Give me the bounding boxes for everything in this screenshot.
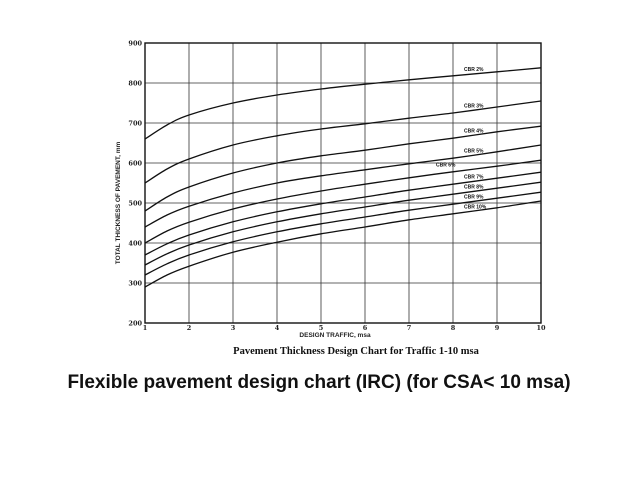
series-label: CBR 9%	[464, 195, 484, 201]
series-label: CBR 5%	[464, 149, 484, 155]
plot-frame	[144, 42, 542, 324]
chart-grid	[144, 42, 542, 324]
y-tick-label: 700	[128, 119, 142, 127]
y-tick-label: 600	[128, 159, 142, 167]
chart-caption: Pavement Thickness Design Chart for Traf…	[233, 346, 479, 357]
series-line	[144, 171, 542, 256]
series-line	[144, 144, 542, 228]
series-label: CBR 2%	[464, 67, 484, 73]
x-tick-label: 6	[363, 324, 368, 332]
series-line	[144, 191, 542, 276]
series-line	[144, 67, 542, 140]
series-label: CBR 8%	[464, 185, 484, 191]
slide-title: Flexible pavement design chart (IRC) (fo…	[67, 372, 571, 393]
y-tick-label: 900	[128, 39, 142, 47]
y-tick-label: 300	[128, 279, 142, 287]
y-tick-label: 200	[128, 319, 142, 327]
y-axis-title: TOTAL THICKNESS OF PAVEMENT, mm	[115, 142, 122, 265]
chart-series-labels: CBR 2% CBR 3% CBR 4% CBR 5% CBR 6% CBR 7% CBR …	[436, 67, 487, 211]
series-line	[144, 200, 542, 288]
y-tick-label: 500	[128, 199, 142, 207]
x-tick-label: 1	[143, 324, 148, 332]
y-tick-label: 800	[128, 79, 142, 87]
x-tick-label: 8	[451, 324, 456, 332]
x-tick-label: 9	[495, 324, 500, 332]
series-line	[144, 159, 542, 244]
x-tick-label: 2	[187, 324, 192, 332]
x-axis-title: DESIGN TRAFFIC, msa	[299, 332, 371, 339]
chart-series-lines	[144, 67, 542, 288]
series-label: CBR 6%	[436, 162, 456, 168]
series-line	[144, 100, 542, 184]
x-tick-label: 7	[407, 324, 412, 332]
y-tick-label: 400	[128, 239, 142, 247]
series-label: CBR 10%	[464, 204, 487, 210]
x-tick-label: 4	[275, 324, 280, 332]
x-tick-label: 5	[319, 324, 324, 332]
chart-tick-labels: 1 2 3 4 5 6 7 8 9 10 200 300 400 500 600 700 800 900	[128, 39, 546, 332]
pavement-thickness-chart: 1 2 3 4 5 6 7 8 9 10 200 300 400 500 600 700 800 900 CBR …	[115, 39, 546, 357]
x-tick-label: 10	[536, 324, 546, 332]
x-tick-label: 3	[231, 324, 236, 332]
series-line	[144, 181, 542, 266]
series-line	[144, 125, 542, 212]
series-label: CBR 4%	[464, 129, 484, 135]
series-label: CBR 3%	[464, 104, 484, 110]
series-label: CBR 7%	[464, 175, 484, 181]
